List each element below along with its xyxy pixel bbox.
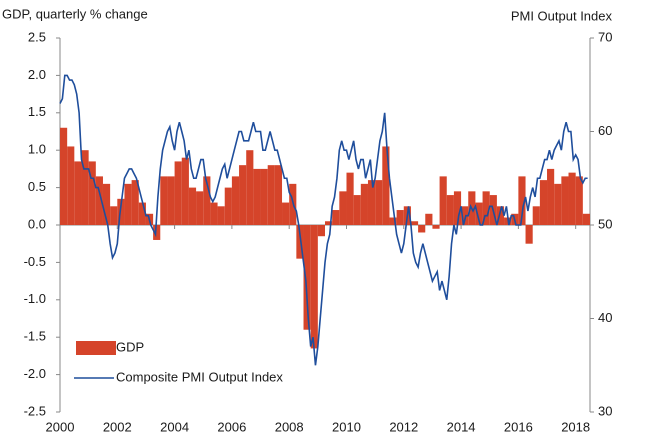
bar: [360, 183, 368, 225]
y-axis-title: GDP, quarterly % change: [2, 6, 148, 21]
bar: [88, 161, 96, 225]
bar: [188, 187, 197, 225]
y2-tick-label: 70: [598, 29, 612, 44]
bar: [253, 168, 261, 225]
bar: [375, 180, 383, 225]
bar: [110, 206, 118, 225]
legend-label: GDP: [116, 339, 144, 354]
bar: [131, 180, 139, 225]
bar: [303, 225, 311, 330]
bar: [67, 146, 75, 225]
x-tick-label: 2012: [389, 419, 418, 434]
bar: [267, 165, 275, 225]
y-tick-label: -1.0: [24, 291, 46, 306]
bar: [446, 195, 454, 225]
bar: [310, 225, 318, 349]
bar: [167, 176, 175, 225]
x-tick-label: 2018: [561, 419, 590, 434]
legend-swatch: [76, 341, 116, 355]
bar: [325, 221, 333, 225]
bar: [518, 176, 526, 225]
y2-axis-title: PMI Output Index: [511, 8, 613, 23]
bar: [482, 191, 490, 225]
bar: [453, 191, 462, 225]
x-tick-label: 2000: [46, 419, 75, 434]
y-tick-label: -0.5: [24, 254, 46, 269]
bar: [102, 183, 111, 225]
y-tick-label: 1.0: [28, 142, 46, 157]
bar: [181, 157, 189, 225]
bar: [532, 206, 540, 225]
bar: [153, 225, 161, 240]
x-tick-label: 2002: [103, 419, 132, 434]
bar: [425, 213, 433, 225]
y-tick-label: -2.5: [24, 403, 46, 418]
y-tick-label: -1.5: [24, 329, 46, 344]
bar: [210, 202, 218, 225]
bar: [81, 150, 89, 225]
bar: [124, 183, 132, 225]
y2-tick-label: 30: [598, 403, 612, 418]
bar: [60, 127, 68, 225]
bar: [389, 217, 397, 225]
bar: [282, 202, 290, 225]
bar: [353, 195, 361, 225]
bar: [561, 176, 569, 225]
bar: [410, 221, 419, 225]
bar: [296, 225, 304, 259]
bar: [346, 172, 354, 225]
bar: [539, 180, 548, 225]
bar: [367, 180, 376, 225]
x-tick-label: 2004: [160, 419, 189, 434]
bar: [396, 210, 404, 225]
bar: [160, 176, 168, 225]
y2-tick-label: 40: [598, 310, 612, 325]
y-tick-label: 2.5: [28, 29, 46, 44]
bar: [74, 161, 82, 225]
bar: [568, 172, 576, 225]
y2-tick-label: 60: [598, 123, 612, 138]
y-tick-label: 0.5: [28, 179, 46, 194]
bar: [224, 187, 232, 225]
x-tick-label: 2008: [275, 419, 304, 434]
bar: [95, 176, 103, 225]
y-tick-label: 2.0: [28, 67, 46, 82]
bar: [554, 183, 562, 225]
bar: [196, 191, 204, 225]
bar: [575, 176, 583, 225]
y-tick-label: 0.0: [28, 216, 46, 231]
bar: [339, 191, 347, 225]
x-tick-label: 2014: [447, 419, 476, 434]
bar: [217, 206, 225, 225]
bar: [439, 176, 447, 225]
bar: [203, 176, 211, 225]
bar: [174, 161, 182, 225]
bar: [231, 176, 240, 225]
x-tick-label: 2016: [504, 419, 533, 434]
legend-label: Composite PMI Output Index: [116, 369, 283, 384]
bar: [525, 225, 533, 244]
bar: [332, 210, 340, 225]
y2-tick-label: 50: [598, 216, 612, 231]
bar: [432, 225, 440, 229]
bar: [382, 146, 390, 225]
bar: [246, 150, 254, 225]
y-tick-label: 1.5: [28, 104, 46, 119]
line: [59, 74, 588, 366]
bar: [461, 206, 469, 225]
bar: [582, 213, 590, 225]
bar: [239, 165, 247, 225]
bar: [418, 225, 426, 233]
x-tick-label: 2006: [217, 419, 246, 434]
bar: [475, 202, 483, 225]
bar: [547, 168, 555, 225]
bar: [496, 206, 505, 225]
bar: [274, 165, 283, 225]
x-tick-label: 2010: [332, 419, 361, 434]
bar: [138, 202, 146, 225]
bar: [317, 225, 325, 237]
bar: [260, 168, 268, 225]
y-tick-label: -2.0: [24, 366, 46, 381]
